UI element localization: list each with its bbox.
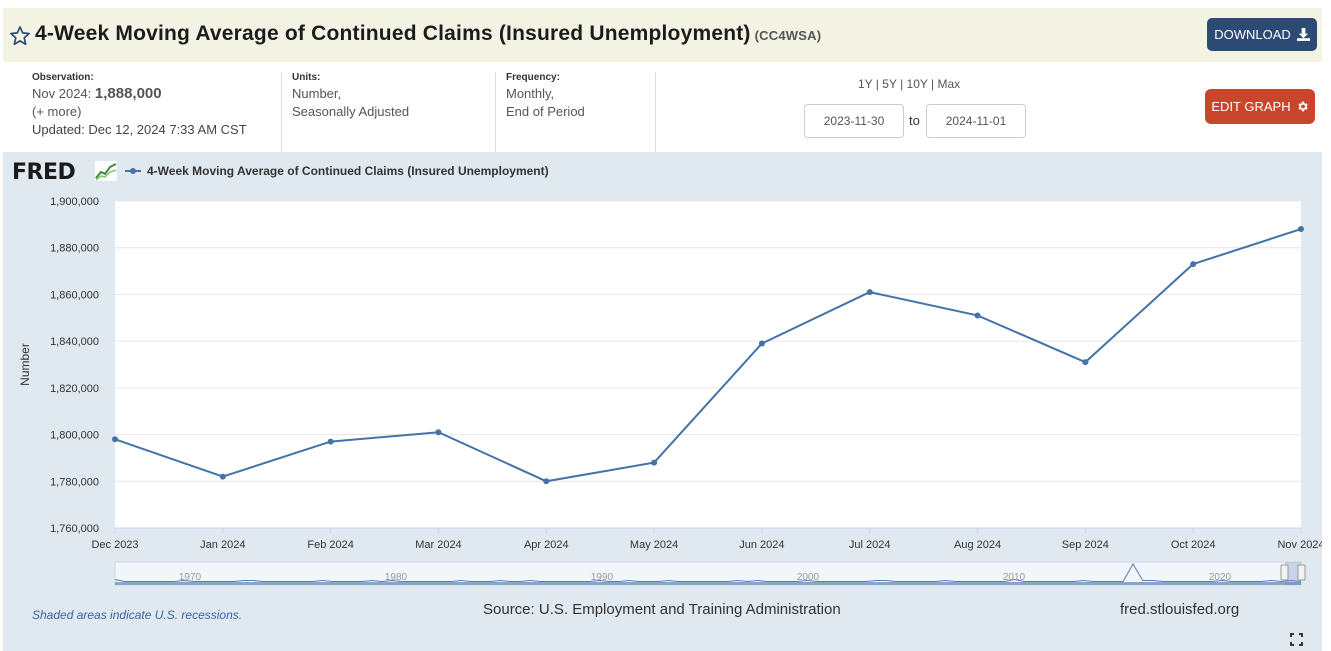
x-tick-label: Nov 2024 [1277, 539, 1322, 551]
navigator-label: 1970 [179, 572, 202, 583]
x-tick-label: Oct 2024 [1171, 539, 1216, 551]
data-point [543, 478, 550, 485]
chart-legend: 4-Week Moving Average of Continued Claim… [125, 164, 549, 178]
updated-label: Updated: [32, 122, 85, 137]
recession-note: Shaded areas indicate U.S. recessions. [32, 608, 243, 622]
x-tick-label: Aug 2024 [954, 539, 1001, 551]
data-point [112, 436, 118, 443]
x-tick-label: Apr 2024 [524, 539, 569, 551]
end-date-input[interactable]: 2024-11-01 [926, 104, 1026, 138]
x-tick-label: May 2024 [630, 539, 678, 551]
x-tick-label: Jun 2024 [739, 539, 784, 551]
data-point [1082, 359, 1089, 366]
navigator-label: 2010 [1003, 572, 1026, 583]
page-title: 4-Week Moving Average of Continued Claim… [35, 22, 821, 46]
range-selector: 1Y | 5Y | 10Y | Max [858, 77, 961, 91]
divider [495, 72, 496, 152]
fred-logo-chart-icon [95, 161, 117, 181]
y-tick-label: 1,820,000 [50, 383, 99, 395]
units-block: Units: Number, Seasonally Adjusted [292, 72, 409, 121]
series-header: 4-Week Moving Average of Continued Claim… [3, 8, 1322, 62]
range-max[interactable]: Max [937, 77, 961, 91]
data-point [327, 438, 334, 445]
x-tick-label: Dec 2023 [91, 539, 138, 551]
divider [655, 72, 656, 152]
range-10y[interactable]: 10Y [906, 77, 928, 91]
navigator-selection [1285, 562, 1301, 585]
y-tick-label: 1,780,000 [50, 476, 99, 488]
data-point [651, 459, 658, 466]
navigator-baseline [115, 582, 1301, 585]
units-label: Units: [292, 72, 321, 83]
navigator-handle [1297, 564, 1306, 581]
data-point [758, 340, 765, 347]
series-line [114, 228, 1302, 483]
legend-label: 4-Week Moving Average of Continued Claim… [147, 164, 549, 178]
navigator-handle [1280, 564, 1289, 581]
navigator-label: 2020 [1209, 572, 1232, 583]
y-tick-label: 1,880,000 [50, 243, 99, 255]
data-point [435, 429, 442, 436]
observation-label: Observation: [32, 72, 94, 83]
observation-block: Observation: Nov 2024: 1,888,000 (+ more… [32, 72, 247, 139]
frequency-label: Frequency: [506, 72, 560, 83]
fred-logo[interactable]: FRED [12, 160, 76, 185]
navigator-label: 2000 [797, 572, 820, 583]
units-line1: Number, [292, 86, 342, 101]
navigator-series [114, 563, 1302, 583]
data-point [866, 289, 873, 296]
navigator-label: 1980 [385, 572, 408, 583]
download-icon [1296, 28, 1310, 41]
x-tick-label: Jan 2024 [200, 539, 245, 551]
frequency-line2: End of Period [506, 104, 585, 119]
source-text: Source: U.S. Employment and Training Adm… [483, 601, 841, 618]
x-tick-label: Mar 2024 [415, 539, 461, 551]
navigator-label: 1990 [591, 572, 614, 583]
y-tick-label: 1,900,000 [50, 196, 99, 208]
series-title: 4-Week Moving Average of Continued Claim… [35, 22, 751, 45]
frequency-block: Frequency: Monthly, End of Period [506, 72, 585, 121]
fullscreen-icon[interactable] [1290, 633, 1303, 646]
fred-url[interactable]: fred.stlouisfed.org [1120, 601, 1240, 618]
download-label: DOWNLOAD [1214, 27, 1291, 42]
gear-icon [1297, 101, 1308, 112]
data-point [974, 312, 981, 319]
series-metadata: Observation: Nov 2024: 1,888,000 (+ more… [0, 62, 1331, 152]
edit-graph-button[interactable]: EDIT GRAPH [1205, 89, 1315, 124]
more-link[interactable]: (+ more) [32, 104, 82, 119]
frequency-line1: Monthly, [506, 86, 555, 101]
range-5y[interactable]: 5Y [882, 77, 897, 91]
data-point [1298, 226, 1304, 233]
start-date-input[interactable]: 2023-11-30 [804, 104, 904, 138]
updated-value: Dec 12, 2024 7:33 AM CST [88, 122, 247, 137]
download-button[interactable]: DOWNLOAD [1207, 18, 1317, 51]
observation-period: Nov 2024: [32, 86, 92, 101]
units-line2: Seasonally Adjusted [292, 104, 410, 119]
data-point [219, 473, 226, 480]
data-point [1190, 261, 1197, 268]
legend-swatch [125, 166, 141, 176]
y-tick-label: 1,860,000 [50, 289, 99, 301]
divider [281, 72, 282, 152]
y-tick-label: 1,800,000 [50, 430, 99, 442]
x-tick-label: Jul 2024 [849, 539, 891, 551]
observation-value: 1,888,000 [94, 85, 162, 102]
series-id: (CC4WSA) [754, 28, 822, 43]
plot-area [115, 201, 1301, 528]
range-1y[interactable]: 1Y [858, 77, 873, 91]
star-icon[interactable] [9, 25, 31, 47]
x-tick-label: Feb 2024 [307, 539, 353, 551]
y-axis-title: Number [18, 343, 32, 386]
line-chart[interactable]: 1,760,000 1,780,000 1,800,000 1,820,000 1,84… [3, 152, 1322, 651]
x-tick-label: Sep 2024 [1062, 539, 1109, 551]
chart-panel: FRED 4-Week Moving Average of Continued … [3, 152, 1322, 651]
y-tick-label: 1,760,000 [50, 523, 99, 535]
to-label: to [909, 113, 920, 128]
edit-graph-label: EDIT GRAPH [1211, 99, 1291, 114]
y-tick-label: 1,840,000 [50, 336, 99, 348]
